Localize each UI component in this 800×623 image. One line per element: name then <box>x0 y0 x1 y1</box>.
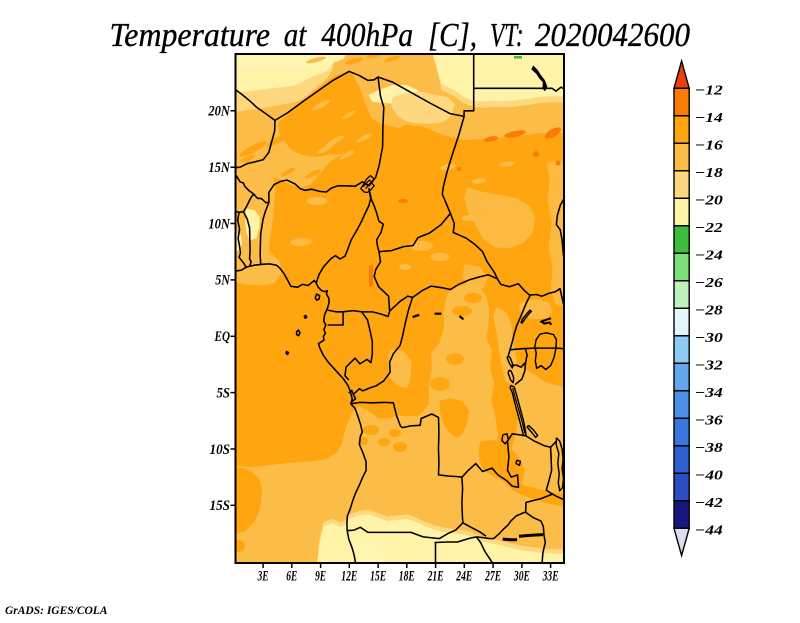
svg-text:10S: 10S <box>210 442 231 458</box>
svg-text:15N: 15N <box>208 160 231 176</box>
svg-text:10N: 10N <box>208 216 231 232</box>
svg-text:−24: −24 <box>695 247 723 262</box>
svg-text:21E: 21E <box>427 569 444 585</box>
svg-text:5N: 5N <box>215 273 231 289</box>
svg-text:−12: −12 <box>695 82 723 97</box>
svg-text:−42: −42 <box>695 495 723 510</box>
svg-text:18E: 18E <box>399 569 415 585</box>
svg-text:3E: 3E <box>257 569 269 585</box>
svg-text:−34: −34 <box>695 385 723 400</box>
svg-text:−30: −30 <box>695 330 723 345</box>
svg-text:GrADS: IGES/COLA: GrADS: IGES/COLA <box>5 605 108 617</box>
svg-text:15E: 15E <box>370 569 386 585</box>
svg-text:[C],: [C], <box>428 17 477 54</box>
svg-text:30E: 30E <box>513 569 530 585</box>
svg-text:−36: −36 <box>695 412 723 427</box>
svg-text:12E: 12E <box>341 569 357 585</box>
svg-text:2020042600: 2020042600 <box>535 17 690 54</box>
svg-text:9E: 9E <box>315 569 326 585</box>
svg-text:−26: −26 <box>695 275 723 290</box>
svg-text:−14: −14 <box>695 110 723 125</box>
svg-text:VT:: VT: <box>490 17 524 54</box>
svg-text:−22: −22 <box>695 220 723 235</box>
svg-text:33E: 33E <box>542 569 559 585</box>
svg-text:24E: 24E <box>456 569 473 585</box>
svg-text:15S: 15S <box>210 498 231 514</box>
svg-text:−32: −32 <box>695 357 723 372</box>
svg-text:5S: 5S <box>217 385 231 401</box>
svg-text:at: at <box>284 17 308 54</box>
svg-text:−16: −16 <box>695 137 723 152</box>
svg-text:−38: −38 <box>695 440 723 455</box>
svg-text:−18: −18 <box>695 165 723 180</box>
svg-text:EQ: EQ <box>214 329 230 345</box>
svg-text:20N: 20N <box>208 104 231 120</box>
svg-text:6E: 6E <box>286 569 297 585</box>
svg-text:400hPa: 400hPa <box>321 17 413 54</box>
svg-text:Temperature: Temperature <box>110 17 271 54</box>
svg-text:−28: −28 <box>695 302 723 317</box>
svg-text:−40: −40 <box>695 467 723 482</box>
svg-text:27E: 27E <box>484 569 501 585</box>
svg-text:−44: −44 <box>695 522 723 537</box>
svg-text:−20: −20 <box>695 192 723 207</box>
